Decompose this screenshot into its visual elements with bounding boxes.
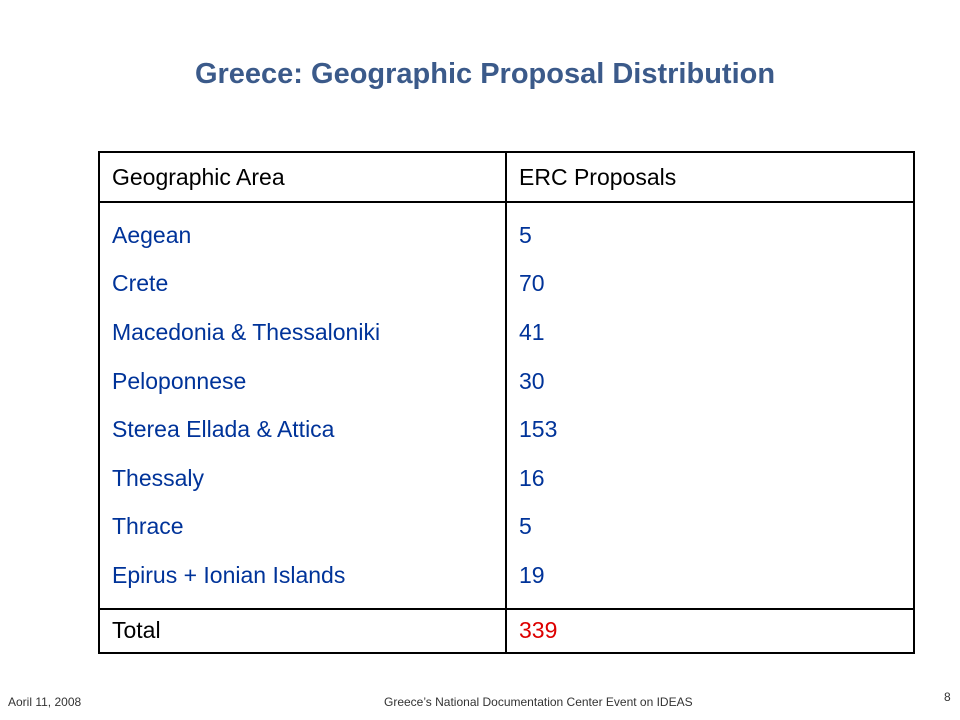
proposals-cell: 41 [505,308,915,357]
proposal-distribution-table: Geographic Area ERC Proposals Aegean 5 C… [98,151,915,654]
area-cell: Epirus + Ionian Islands [98,551,507,609]
total-label: Total [98,607,507,654]
area-cell: Peloponnese [98,356,507,406]
table-row: Thrace 5 [98,502,915,552]
proposals-cell: 19 [505,551,915,609]
proposals-cell: 5 [505,502,915,552]
header-erc-proposals: ERC Proposals [505,151,915,203]
table-row: Macedonia & Thessaloniki 41 [98,308,915,357]
area-cell: Aegean [98,202,507,260]
total-value: 339 [505,607,915,654]
footer-event-title: Greece’s National Documentation Center E… [384,695,693,709]
table-row: Crete 70 [98,259,915,309]
area-cell: Thessaly [98,453,507,503]
proposals-cell: 16 [505,453,915,503]
table-header-row: Geographic Area ERC Proposals [98,151,915,203]
proposals-cell: 30 [505,356,915,406]
table-row: Aegean 5 [98,202,915,260]
proposals-cell: 153 [505,405,915,454]
footer-date: Aoril 11, 2008 [8,695,82,709]
proposals-cell: 70 [505,259,915,309]
area-cell: Thrace [98,502,507,552]
header-geographic-area: Geographic Area [98,151,507,203]
proposals-cell: 5 [505,202,915,260]
table-row: Peloponnese 30 [98,356,915,406]
table-row: Epirus + Ionian Islands 19 [98,551,915,609]
table-row: Sterea Ellada & Attica 153 [98,405,915,454]
area-cell: Crete [98,259,507,309]
slide-title: Greece: Geographic Proposal Distribution [194,58,776,90]
table-row: Thessaly 16 [98,453,915,503]
area-cell: Macedonia & Thessaloniki [98,308,507,357]
area-cell: Sterea Ellada & Attica [98,405,507,454]
slide-number: 8 [944,690,951,704]
total-row: Total 339 [98,607,915,654]
